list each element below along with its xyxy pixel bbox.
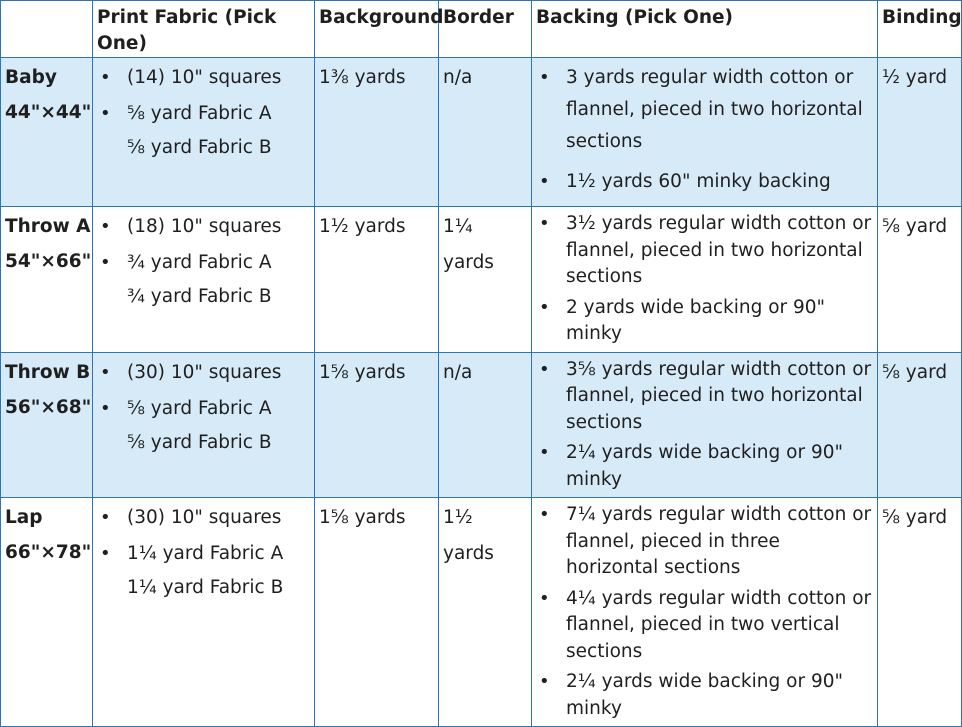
size-dims: 56"×68" bbox=[5, 396, 92, 418]
backing-cell: 7¼ yards regular width cotton or flannel… bbox=[531, 497, 878, 727]
print-fabric-cell: (30) 10" squares ⅝ yard Fabric A ⅝ yard … bbox=[92, 351, 315, 498]
list-item: (14) 10" squares bbox=[97, 60, 310, 96]
header-backing: Backing (Pick One) bbox=[531, 0, 878, 58]
border-cell: n/a bbox=[438, 351, 532, 498]
size-name: Baby bbox=[5, 67, 57, 88]
size-cell: Throw A 54"×66" bbox=[0, 206, 93, 353]
border-cell: 1½ yards bbox=[438, 497, 532, 727]
size-cell: Baby 44"×44" bbox=[0, 57, 93, 207]
list-item: 2¼ yards wide backing or 90" minky bbox=[536, 440, 873, 493]
list-item: 3 yards regular width cotton or flannel,… bbox=[536, 62, 873, 158]
list-item: 1¼ yard Fabric B bbox=[127, 577, 284, 598]
list-item: 3½ yards regular width cotton or flannel… bbox=[536, 211, 873, 291]
list-item: (18) 10" squares bbox=[97, 209, 310, 245]
binding-cell: ½ yard bbox=[877, 57, 962, 207]
size-name: Throw B bbox=[5, 361, 91, 383]
header-border: Border bbox=[438, 0, 532, 58]
table-row: Baby 44"×44" (14) 10" squares ⅝ yard Fab… bbox=[0, 57, 962, 207]
list-item: 2 yards wide backing or 90" minky bbox=[536, 295, 873, 348]
backing-cell: 3½ yards regular width cotton or flannel… bbox=[531, 206, 878, 353]
size-cell: Lap 66"×78" bbox=[0, 497, 93, 727]
list-item: 4¼ yards regular width cotton or flannel… bbox=[536, 586, 873, 666]
border-cell: n/a bbox=[438, 57, 532, 207]
list-item: ¾ yard Fabric A bbox=[97, 245, 310, 281]
list-item: 1½ yards 60" minky backing bbox=[536, 166, 873, 198]
header-background: Background bbox=[314, 0, 444, 58]
list-item: ⅝ yard Fabric B bbox=[127, 137, 272, 158]
header-print-fabric: Print Fabric (Pick One) bbox=[92, 0, 315, 58]
print-fabric-cell: (14) 10" squares ⅝ yard Fabric A ⅝ yard … bbox=[92, 57, 315, 207]
header-binding: Binding bbox=[877, 0, 962, 58]
backing-cell: 3⅝ yards regular width cotton or flannel… bbox=[531, 351, 878, 498]
list-item: ⅝ yard Fabric A bbox=[97, 96, 310, 132]
background-cell: 1⅝ yards bbox=[314, 497, 439, 727]
print-fabric-cell: (18) 10" squares ¾ yard Fabric A ¾ yard … bbox=[92, 206, 315, 353]
list-item: ⅝ yard Fabric A bbox=[97, 391, 310, 427]
binding-cell: ⅝ yard bbox=[877, 497, 962, 727]
size-dims: 54"×66" bbox=[5, 251, 92, 272]
list-item: 1¼ yard Fabric A bbox=[97, 536, 310, 572]
list-item: (30) 10" squares bbox=[97, 355, 310, 391]
size-dims: 44"×44" bbox=[5, 102, 92, 123]
size-name: Throw A bbox=[5, 216, 91, 237]
list-item: 7¼ yards regular width cotton or flannel… bbox=[536, 502, 873, 582]
background-cell: 1½ yards bbox=[314, 206, 439, 353]
background-cell: 1⅜ yards bbox=[314, 57, 439, 207]
table-row: Lap 66"×78" (30) 10" squares 1¼ yard Fab… bbox=[0, 497, 962, 727]
size-name: Lap bbox=[5, 507, 43, 528]
background-cell: 1⅝ yards bbox=[314, 351, 439, 498]
backing-cell: 3 yards regular width cotton or flannel,… bbox=[531, 57, 878, 207]
size-dims: 66"×78" bbox=[5, 542, 92, 563]
size-cell: Throw B 56"×68" bbox=[0, 351, 93, 498]
list-item: ⅝ yard Fabric B bbox=[127, 431, 272, 453]
header-size bbox=[0, 0, 93, 58]
table-row: Throw B 56"×68" (30) 10" squares ⅝ yard … bbox=[0, 351, 962, 498]
list-item: (30) 10" squares bbox=[97, 500, 310, 536]
list-item: 3⅝ yards regular width cotton or flannel… bbox=[536, 357, 873, 437]
binding-cell: ⅝ yard bbox=[877, 206, 962, 353]
border-cell: 1¼ yards bbox=[438, 206, 532, 353]
table-row: Throw A 54"×66" (18) 10" squares ¾ yard … bbox=[0, 206, 962, 353]
list-item: ¾ yard Fabric B bbox=[127, 286, 272, 307]
header-row: Print Fabric (Pick One) Background Borde… bbox=[0, 0, 962, 58]
print-fabric-cell: (30) 10" squares 1¼ yard Fabric A 1¼ yar… bbox=[92, 497, 315, 727]
binding-cell: ⅝ yard bbox=[877, 351, 962, 498]
list-item: 2¼ yards wide backing or 90" minky bbox=[536, 669, 873, 722]
